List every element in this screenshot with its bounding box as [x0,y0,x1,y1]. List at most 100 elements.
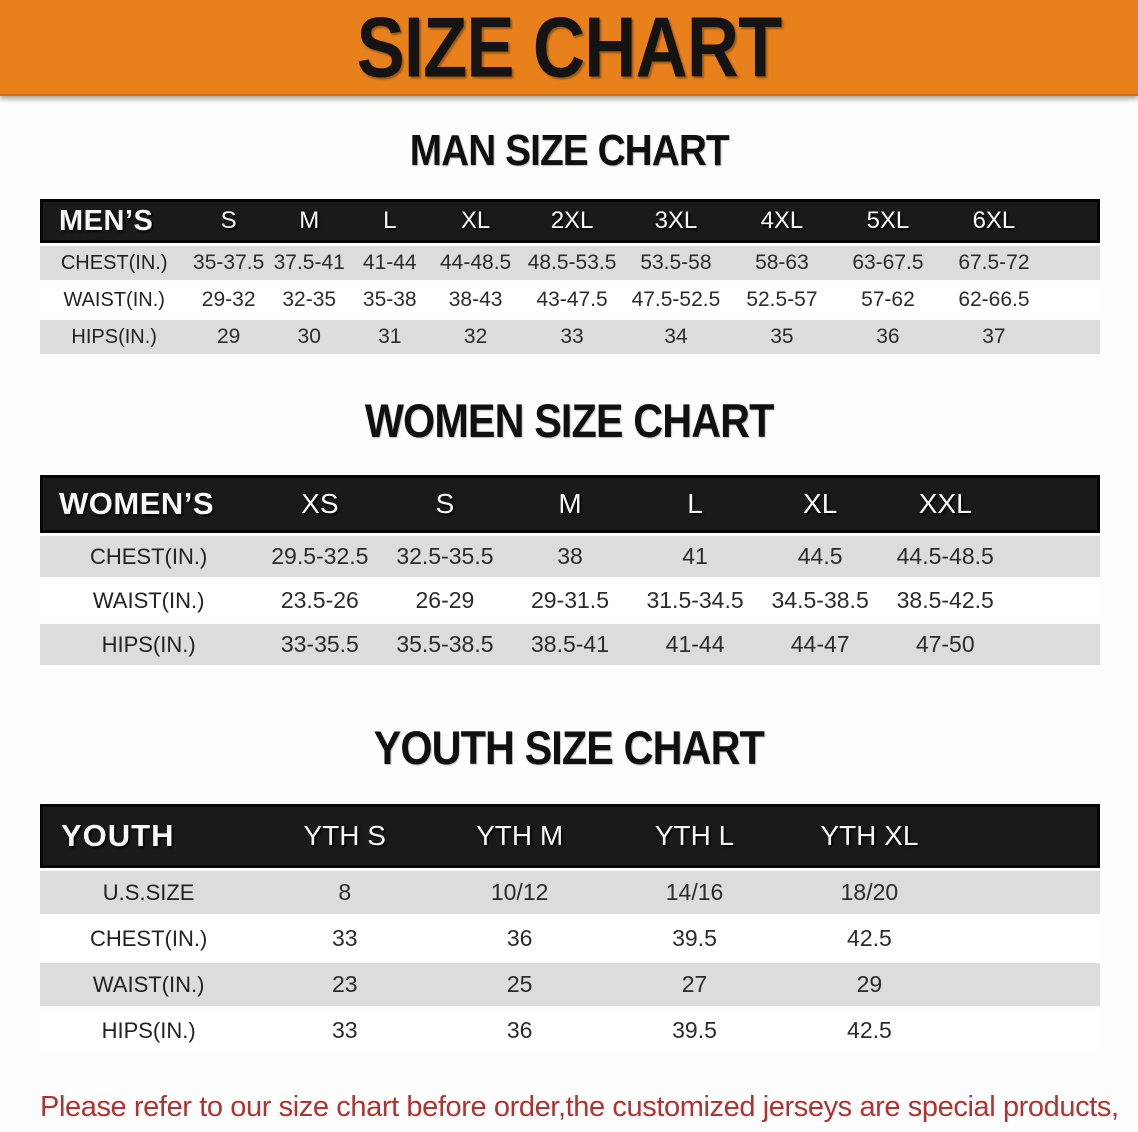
value-cell: 38 [507,536,633,577]
youth-hips-row: HIPS(IN.) 33 36 39.5 42.5 [40,1009,1100,1052]
filler-cell [1046,320,1100,354]
value-cell: 38.5-42.5 [882,580,1008,621]
row-label-cell: HIPS(IN.) [40,320,189,354]
value-cell: 37 [940,320,1047,354]
women-header-filler [1007,475,1100,533]
value-cell: 29.5-32.5 [257,536,383,577]
value-cell: 39.5 [607,917,782,960]
value-cell: 8 [257,871,433,914]
value-cell: 63-67.5 [834,246,941,280]
value-cell: 29 [781,963,957,1006]
value-cell: 31 [349,320,431,354]
youth-header-size-yth-m: YTH M [432,804,608,868]
size-chart-banner: SIZE CHART [0,0,1138,96]
value-cell: 36 [432,1009,608,1052]
row-label-cell: CHEST(IN.) [40,917,258,960]
value-cell: 35-38 [349,283,431,317]
men-header-size-6xl: 6XL [940,199,1047,243]
row-label-cell: CHEST(IN.) [40,246,189,280]
men-header-label: MEN’S [40,199,189,243]
value-cell: 29-32 [188,283,269,317]
value-cell: 39.5 [607,1009,782,1052]
filler-cell [1046,283,1100,317]
men-header-size-s: S [188,199,269,243]
filler-cell [1007,624,1100,665]
women-hips-row: HIPS(IN.) 33-35.5 35.5-38.5 38.5-41 41-4… [40,624,1100,665]
women-section-title-text: WOMEN SIZE CHART [364,394,775,447]
men-header-size-2xl: 2XL [521,199,623,243]
row-label-cell: HIPS(IN.) [40,624,258,665]
value-cell: 38.5-41 [507,624,633,665]
value-cell: 30 [268,320,350,354]
value-cell: 44.5 [757,536,883,577]
youth-header-label: YOUTH [40,804,258,868]
value-cell: 29 [188,320,269,354]
men-header-row: MEN’S S M L XL 2XL 3XL 4XL 5XL 6XL [40,199,1100,243]
value-cell: 42.5 [781,917,957,960]
value-cell: 53.5-58 [622,246,729,280]
value-cell: 34.5-38.5 [757,580,883,621]
value-cell: 37.5-41 [268,246,350,280]
youth-size-table: YOUTH YTH S YTH M YTH L YTH XL U.S.SIZE … [40,801,1100,1055]
men-header-size-xl: XL [430,199,522,243]
value-cell: 23.5-26 [257,580,383,621]
value-cell: 31.5-34.5 [632,580,758,621]
youth-header-size-yth-s: YTH S [257,804,433,868]
value-cell: 42.5 [781,1009,957,1052]
row-label-cell: WAIST(IN.) [40,580,258,621]
filler-cell [956,871,1100,914]
value-cell: 36 [432,917,608,960]
value-cell: 58-63 [728,246,835,280]
value-cell: 27 [607,963,782,1006]
disclaimer: Please refer to our size chart before or… [40,1083,1119,1132]
row-label-cell: CHEST(IN.) [40,536,258,577]
women-header-size-xxl: XXL [882,475,1008,533]
banner-title: SIZE CHART [356,0,783,95]
value-cell: 52.5-57 [728,283,835,317]
filler-cell [1046,246,1100,280]
value-cell: 26-29 [382,580,508,621]
value-cell: 32 [430,320,522,354]
women-header-size-xs: XS [257,475,383,533]
value-cell: 33 [257,917,433,960]
filler-cell [1007,580,1100,621]
men-header-size-5xl: 5XL [834,199,941,243]
men-header-size-l: L [349,199,431,243]
men-header-size-4xl: 4XL [728,199,835,243]
youth-section-title: YOUTH SIZE CHART [0,720,1138,775]
value-cell: 32.5-35.5 [382,536,508,577]
value-cell: 44.5-48.5 [882,536,1008,577]
youth-us-size-row: U.S.SIZE 8 10/12 14/16 18/20 [40,871,1100,914]
row-label-cell: HIPS(IN.) [40,1009,258,1052]
value-cell: 25 [432,963,608,1006]
value-cell: 47-50 [882,624,1008,665]
value-cell: 57-62 [834,283,941,317]
value-cell: 18/20 [781,871,957,914]
value-cell: 44-47 [757,624,883,665]
men-waist-row: WAIST(IN.) 29-32 32-35 35-38 38-43 43-47… [40,283,1100,317]
women-section-title: WOMEN SIZE CHART [0,393,1138,448]
women-header-size-s: S [382,475,508,533]
filler-cell [956,917,1100,960]
value-cell: 41 [632,536,758,577]
women-header-size-xl: XL [757,475,883,533]
men-size-table: MEN’S S M L XL 2XL 3XL 4XL 5XL 6XL CHEST… [40,196,1100,357]
value-cell: 41-44 [349,246,431,280]
value-cell: 62-66.5 [940,283,1047,317]
value-cell: 35.5-38.5 [382,624,508,665]
value-cell: 33-35.5 [257,624,383,665]
men-section-title: MAN SIZE CHART [0,126,1138,176]
youth-header-filler [956,804,1100,868]
value-cell: 29-31.5 [507,580,633,621]
youth-section-title-text: YOUTH SIZE CHART [373,721,765,774]
men-hips-row: HIPS(IN.) 29 30 31 32 33 34 35 36 37 [40,320,1100,354]
value-cell: 41-44 [632,624,758,665]
value-cell: 33 [521,320,623,354]
value-cell: 38-43 [430,283,522,317]
men-header-size-3xl: 3XL [622,199,729,243]
value-cell: 33 [257,1009,433,1052]
value-cell: 43-47.5 [521,283,623,317]
value-cell: 10/12 [432,871,608,914]
women-header-size-m: M [507,475,633,533]
men-chest-row: CHEST(IN.) 35-37.5 37.5-41 41-44 44-48.5… [40,246,1100,280]
